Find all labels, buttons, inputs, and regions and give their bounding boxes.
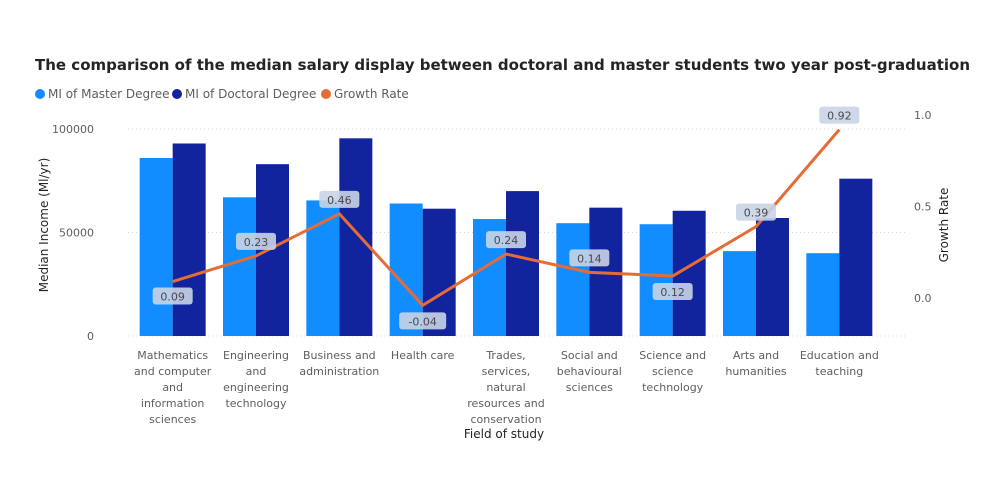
data-label-bg [236,232,276,250]
legend-label-2: Growth Rate [334,87,409,101]
bar-doctoral [506,191,539,336]
y2-axis-ticks: 0.0 0.5 1.0 [914,109,932,305]
legend-marker-2 [321,89,331,99]
legend-label-0: MI of Master Degree [48,87,170,101]
data-label: 0.46 [327,194,352,207]
data-label-bg [819,106,860,124]
bar-master [639,224,673,336]
legend-label-1: MI of Doctoral Degree [185,87,316,101]
bar-doctoral [756,218,789,336]
data-label: 0.24 [494,234,519,247]
bar-master [806,253,840,336]
y-axis-ticks: 0 50000 100000 [52,123,94,343]
data-label-bg [319,190,360,208]
legend: MI of Master Degree MI of Doctoral Degree… [35,87,409,101]
x-axis-title: Field of study [464,427,544,441]
x-category-label: Trades, services, natural resources and cons… [467,349,545,426]
x-axis-categories: Mathematics and computer and information sci… [134,349,879,426]
data-label: 0.14 [577,252,602,265]
growth-rate-line [172,128,841,307]
data-labels: 0.09 0.23 0.46 -0.04 0.24 0.14 0.12 0.39 0.92 [152,106,860,330]
legend-marker-1 [172,89,182,99]
y-axis-title: Median Income (Ml/yr) [37,158,51,293]
chart-title: The comparison of the median salary disp… [35,56,970,74]
data-label-bg [486,231,526,249]
data-label: 0.23 [244,236,269,249]
bar-master [556,223,590,336]
y-tick-label: 0 [87,330,94,343]
x-category-label: Arts and humanities [725,349,787,378]
x-category-label: Social and behavioural sciences [557,349,622,394]
data-label: 0.39 [744,207,769,220]
y2-axis-title: Growth Rate [937,188,951,263]
data-label-bg [652,283,693,301]
y-tick-label: 100000 [52,123,94,136]
y-tick-label: 50000 [59,227,94,240]
bar-doctoral [172,143,206,336]
x-category-label: Health care [391,349,455,362]
bar-doctoral [339,138,373,336]
bar-master [139,157,173,336]
bar-doctoral [839,178,873,336]
y2-tick-label: 0.5 [914,201,932,214]
data-label-bg [736,203,776,221]
data-label: -0.04 [408,315,436,328]
x-category-label: Education and teaching [800,349,879,378]
bar-master [223,197,256,336]
data-label: 0.12 [660,286,685,299]
legend-marker-0 [35,89,45,99]
bar-doctoral [256,164,289,336]
data-label-bg [569,249,610,267]
x-category-label: Mathematics and computer and information sci… [134,349,212,426]
bar-master [723,251,756,336]
growth-line [172,128,841,307]
data-label-bg [399,312,447,330]
x-category-label: Science and science technology [639,349,706,394]
data-label: 0.09 [160,291,185,304]
x-category-label: Business and administration [299,349,379,378]
y2-tick-label: 0.0 [914,292,932,305]
data-label: 0.92 [827,110,852,123]
data-label-bg [152,287,193,305]
y2-tick-label: 1.0 [914,109,932,122]
x-category-label: Engineering and engineering technology [223,349,289,410]
